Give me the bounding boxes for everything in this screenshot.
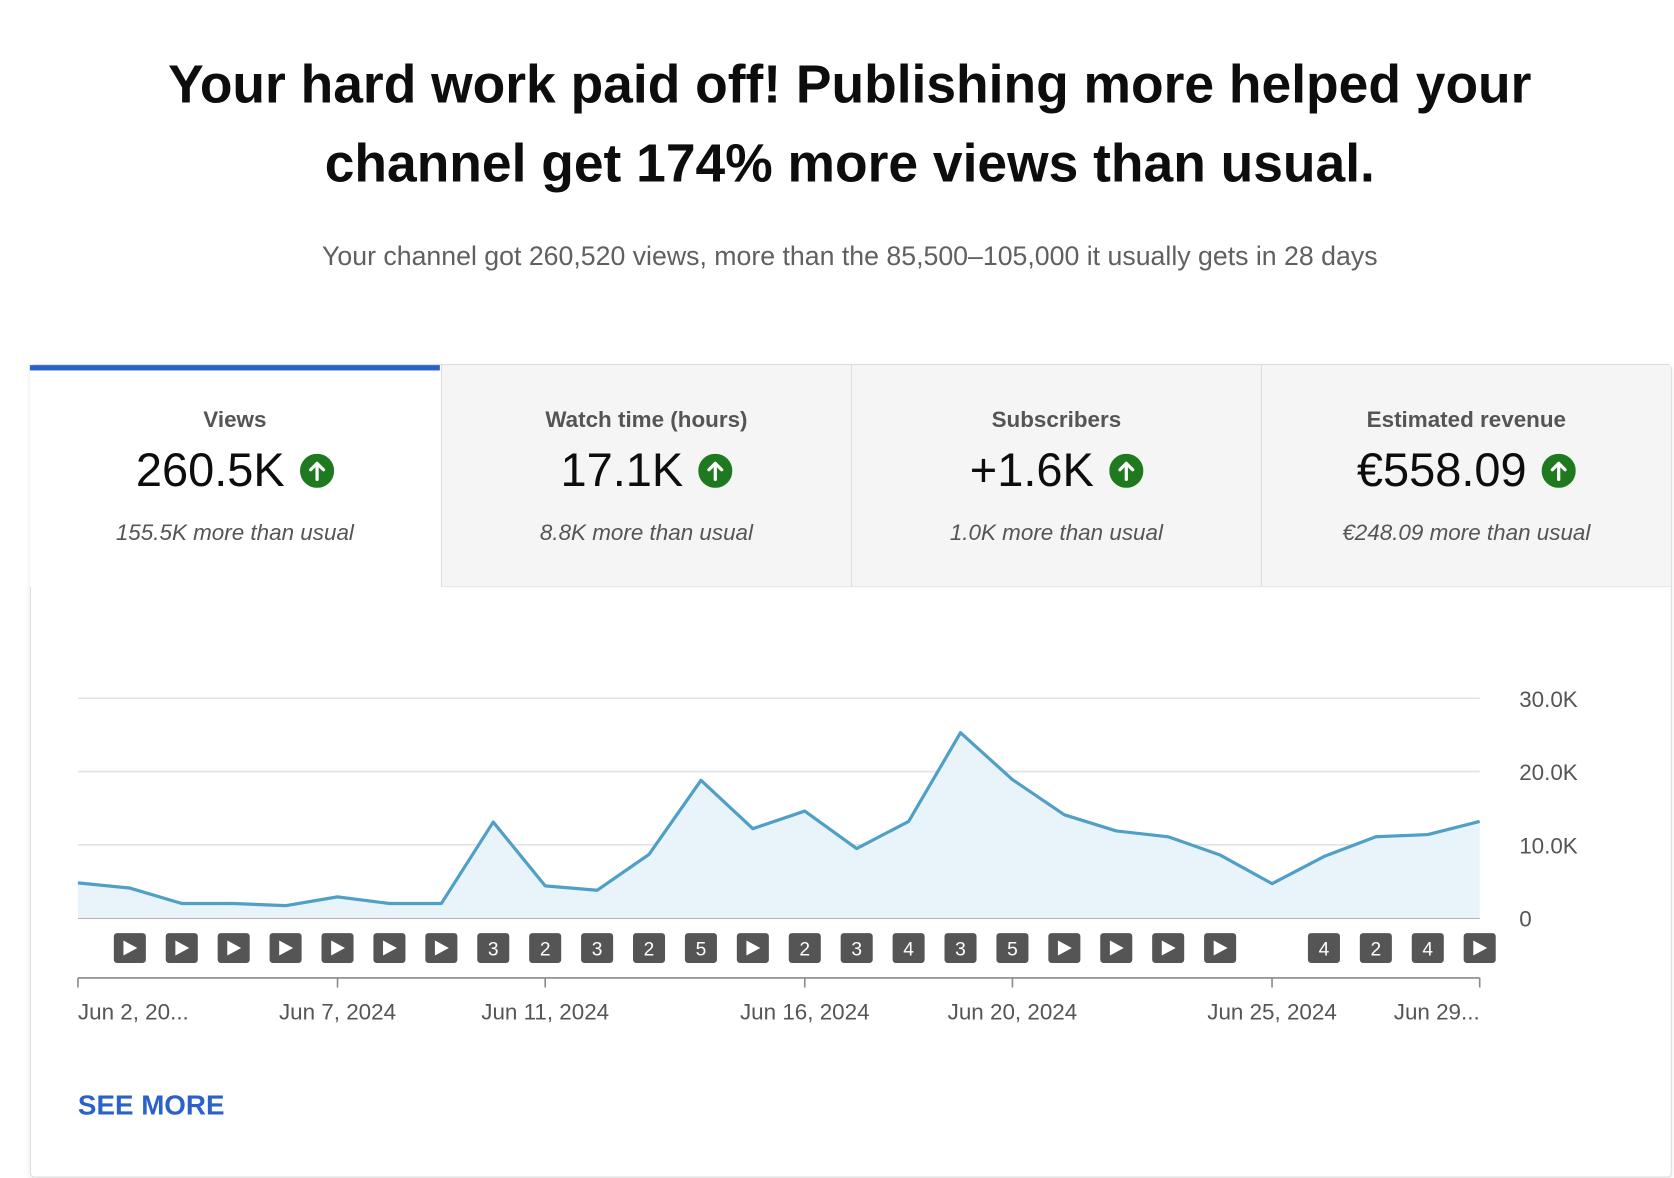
upload-count: 4 bbox=[903, 940, 914, 961]
upload-count: 4 bbox=[1422, 940, 1433, 961]
up-arrow bbox=[1117, 461, 1134, 481]
play-icon bbox=[227, 940, 242, 956]
metric-label: Estimated revenue bbox=[1366, 407, 1567, 433]
x-tick-label: Jun 29... bbox=[1394, 1000, 1480, 1025]
x-tick-label: Jun 7, 2024 bbox=[279, 1000, 396, 1025]
upload-marker bbox=[840, 933, 873, 963]
play-icon bbox=[1161, 940, 1176, 956]
headline: Your hard work paid off! Publishing more… bbox=[168, 54, 1532, 194]
upload-marker bbox=[633, 933, 666, 963]
upload-count: 3 bbox=[851, 940, 862, 961]
metric-value: +1.6K bbox=[969, 444, 1094, 497]
see-more-link[interactable]: SEE MORE bbox=[77, 1088, 225, 1121]
stage: Your hard work paid off! Publishing more… bbox=[29, 54, 1672, 1178]
metric-label: Views bbox=[203, 407, 267, 433]
x-tick-label: Jun 16, 2024 bbox=[740, 1000, 870, 1025]
metric-note: 155.5K more than usual bbox=[115, 520, 354, 546]
upload-marker bbox=[529, 933, 562, 963]
y-tick-label: 10.0K bbox=[1519, 833, 1578, 858]
upload-marker bbox=[944, 933, 977, 963]
metric-value-row: +1.6K bbox=[852, 444, 1261, 497]
upload-count: 2 bbox=[540, 940, 551, 961]
upload-count: 3 bbox=[592, 940, 603, 961]
play-icon bbox=[1057, 940, 1072, 956]
upload-marker bbox=[581, 933, 614, 963]
play-icon bbox=[1213, 940, 1228, 956]
subtitle: Your channel got 260,520 views, more tha… bbox=[322, 241, 1378, 272]
metric-value: €558.09 bbox=[1356, 444, 1527, 497]
metric-label: Watch time (hours) bbox=[545, 407, 748, 433]
line bbox=[77, 731, 1481, 908]
metric-value: 17.1K bbox=[560, 444, 684, 497]
play-icon bbox=[279, 940, 294, 956]
upload-marker bbox=[1411, 933, 1444, 963]
metric-tab[interactable]: Views 260.5K 155.5K more than usual bbox=[29, 365, 440, 588]
x-tick-label: Jun 25, 2024 bbox=[1207, 1000, 1337, 1025]
upload-count: 3 bbox=[488, 940, 499, 961]
up-icon bbox=[1108, 453, 1143, 488]
chart: 0 10.0K 20.0K 30.0K 3 2 3 2 5 2 3 4 3 5 4 2 4 Jun 2, 20..… bbox=[77, 687, 1578, 1025]
play-icon bbox=[434, 940, 449, 956]
metric-tab[interactable]: Estimated revenue €558.09 €248.09 more tha… bbox=[1260, 365, 1671, 588]
up-arrow bbox=[707, 461, 724, 481]
metric-note: €248.09 more than usual bbox=[1342, 520, 1591, 546]
play-icon bbox=[1473, 940, 1488, 956]
up-icon bbox=[299, 453, 334, 488]
x-tick-label: Jun 2, 20... bbox=[78, 1000, 189, 1025]
metric-value-row: 17.1K bbox=[442, 444, 851, 497]
upload-count: 3 bbox=[955, 940, 966, 961]
metric-note: 8.8K more than usual bbox=[539, 520, 753, 546]
upload-marker bbox=[996, 933, 1029, 963]
upload-count: 2 bbox=[799, 940, 810, 961]
upload-count: 2 bbox=[1371, 940, 1382, 961]
y-tick-label: 0 bbox=[1519, 907, 1531, 932]
x-tick-label: Jun 11, 2024 bbox=[481, 1000, 609, 1025]
play-icon bbox=[331, 940, 345, 956]
up-icon bbox=[698, 453, 733, 488]
upload-marker bbox=[1307, 933, 1340, 963]
play-icon bbox=[175, 940, 190, 956]
metric-tab[interactable]: Watch time (hours) 17.1K 8.8K more than us… bbox=[440, 365, 851, 588]
upload-marker bbox=[892, 933, 925, 963]
upload-count: 5 bbox=[696, 940, 707, 961]
play-icon bbox=[383, 940, 397, 956]
up-arrow bbox=[308, 461, 325, 481]
upload-count: 5 bbox=[1007, 940, 1018, 961]
upload-count: 2 bbox=[644, 940, 655, 961]
play-icon bbox=[123, 940, 138, 956]
play-icon bbox=[746, 940, 761, 956]
x-tick-label: Jun 20, 2024 bbox=[948, 1000, 1078, 1025]
upload-marker bbox=[684, 933, 717, 963]
metric-value: 260.5K bbox=[135, 444, 285, 497]
page: Your hard work paid off! Publishing more… bbox=[29, 54, 1672, 1178]
area bbox=[77, 732, 1480, 919]
play-icon bbox=[1109, 940, 1124, 956]
y-tick-label: 30.0K bbox=[1519, 687, 1578, 712]
metric-note: 1.0K more than usual bbox=[949, 520, 1163, 546]
upload-count: 4 bbox=[1319, 940, 1330, 961]
up-icon bbox=[1541, 453, 1576, 488]
metric-value-row: 260.5K bbox=[30, 444, 440, 497]
metric-tab[interactable]: Subscribers +1.6K 1.0K more than usual bbox=[850, 365, 1261, 588]
up-arrow bbox=[1550, 461, 1567, 481]
metric-label: Subscribers bbox=[991, 407, 1122, 433]
y-tick-label: 20.0K bbox=[1519, 760, 1578, 785]
metric-value-row: €558.09 bbox=[1262, 444, 1671, 497]
upload-marker bbox=[1359, 933, 1392, 963]
upload-marker bbox=[477, 933, 510, 963]
upload-marker bbox=[788, 933, 821, 963]
